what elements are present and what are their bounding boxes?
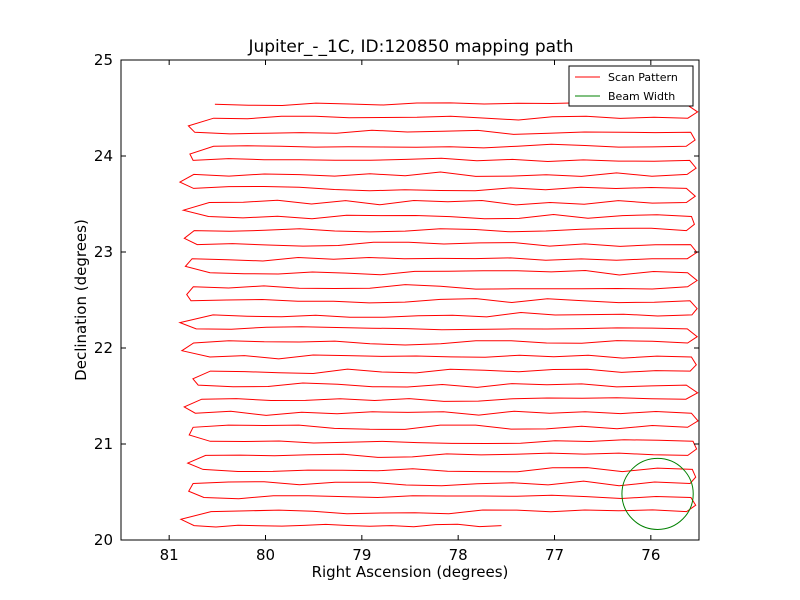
y-tick-label: 24 — [94, 147, 113, 165]
axis-ticks: 81 80 79 78 77 76 20 21 22 23 24 25 — [94, 51, 699, 564]
x-tick-label: 80 — [256, 546, 275, 564]
legend-label-scan-pattern: Scan Pattern — [608, 71, 678, 84]
y-tick-label: 23 — [94, 243, 113, 261]
y-tick-label: 21 — [94, 435, 113, 453]
x-tick-label: 79 — [352, 546, 371, 564]
x-axis-label: Right Ascension (degrees) — [312, 563, 509, 581]
y-tick-label: 25 — [94, 51, 113, 69]
legend-label-beam-width: Beam Width — [608, 90, 675, 103]
x-tick-label: 77 — [545, 546, 564, 564]
scan-pattern-line — [178, 102, 699, 528]
legend-box — [568, 65, 694, 107]
legend: Scan Pattern Beam Width — [568, 65, 694, 107]
x-tick-label: 81 — [160, 546, 179, 564]
plot-frame — [120, 59, 700, 541]
x-tick-label: 78 — [449, 546, 468, 564]
chart-title: Jupiter_-_1C, ID:120850 mapping path — [247, 37, 573, 57]
beam-width-circle — [621, 457, 694, 530]
x-tick-label: 76 — [641, 546, 660, 564]
y-axis-label: Declination (degrees) — [72, 219, 90, 381]
plot-area — [178, 102, 699, 530]
y-tick-label: 22 — [94, 339, 113, 357]
y-tick-label: 20 — [94, 531, 113, 549]
